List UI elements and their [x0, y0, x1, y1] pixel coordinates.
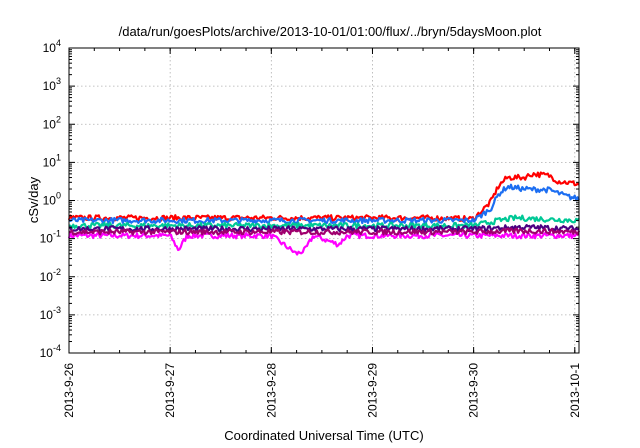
series-line: [68, 214, 580, 230]
series-line: [68, 227, 581, 236]
y-tick-labels: 10-4 10-3 10-2 10-1 100 101 102 103 104: [40, 38, 61, 360]
y-tick-label: 10-3: [40, 305, 61, 322]
series-line: [68, 183, 580, 225]
x-tick-label: 2013-9-28: [264, 363, 278, 418]
grid: [68, 48, 579, 353]
y-axis-label: cSv/day: [26, 176, 41, 223]
chart-title: /data/run/goesPlots/archive/2013-10-01/0…: [119, 24, 542, 39]
x-tick-labels: 2013-9-26 2013-9-27 2013-9-28 2013-9-29 2013…: [62, 363, 582, 418]
series-line: [67, 231, 580, 256]
series-group: [67, 171, 581, 256]
x-tick-label: 2013-9-26: [62, 363, 76, 418]
y-tick-label: 104: [43, 38, 61, 55]
x-tick-label: 2013-9-29: [365, 363, 379, 418]
y-tick-label: 101: [43, 152, 61, 169]
y-tick-label: 100: [43, 191, 61, 208]
y-tick-label: 102: [43, 114, 61, 131]
y-tick-label: 103: [43, 76, 61, 93]
x-axis-label: Coordinated Universal Time (UTC): [224, 428, 423, 443]
y-tick-label: 10-1: [40, 229, 61, 246]
y-tick-label: 10-4: [40, 343, 61, 360]
x-tick-label: 2013-10-1: [568, 363, 582, 418]
x-tick-label: 2013-9-30: [467, 363, 481, 418]
x-tick-label: 2013-9-27: [163, 363, 177, 418]
y-tick-label: 10-2: [40, 267, 61, 284]
axis-ticks: [68, 47, 579, 354]
series-line: [67, 171, 580, 223]
